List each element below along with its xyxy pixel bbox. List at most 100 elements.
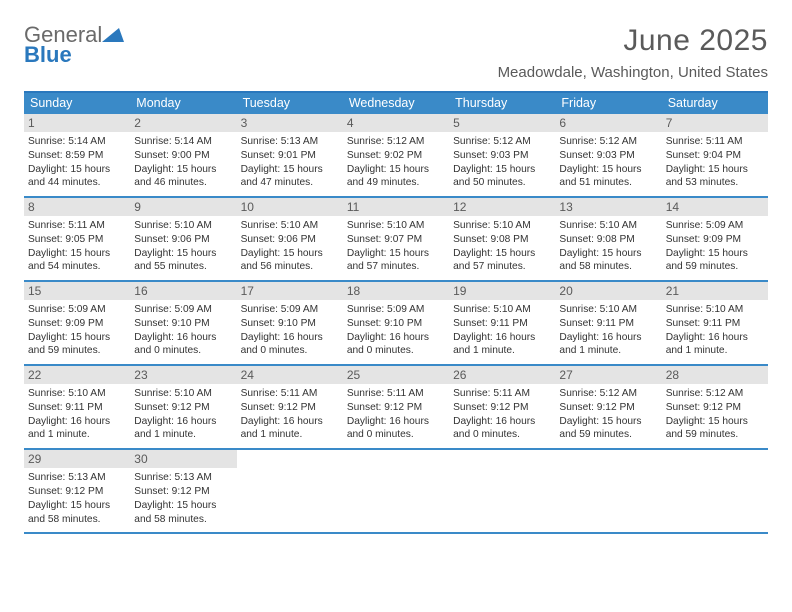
daylight-text: Daylight: 15 hours and 57 minutes. bbox=[453, 247, 551, 275]
day-number: 13 bbox=[555, 198, 661, 216]
empty-cell bbox=[343, 450, 449, 532]
sunset-text: Sunset: 9:10 PM bbox=[241, 317, 339, 331]
day-cell: 7Sunrise: 5:11 AMSunset: 9:04 PMDaylight… bbox=[662, 114, 768, 196]
brand-logo: General Blue bbox=[24, 24, 124, 66]
sunset-text: Sunset: 9:12 PM bbox=[134, 401, 232, 415]
weekday-header: Monday bbox=[130, 93, 236, 114]
sunset-text: Sunset: 9:03 PM bbox=[559, 149, 657, 163]
sunrise-text: Sunrise: 5:09 AM bbox=[28, 303, 126, 317]
brand-blue: Blue bbox=[24, 44, 124, 66]
sunrise-text: Sunrise: 5:10 AM bbox=[559, 219, 657, 233]
daylight-text: Daylight: 15 hours and 46 minutes. bbox=[134, 163, 232, 191]
daylight-text: Daylight: 16 hours and 0 minutes. bbox=[134, 331, 232, 359]
daylight-text: Daylight: 15 hours and 59 minutes. bbox=[28, 331, 126, 359]
day-cell: 23Sunrise: 5:10 AMSunset: 9:12 PMDayligh… bbox=[130, 366, 236, 448]
day-number: 27 bbox=[555, 366, 661, 384]
day-cell: 1Sunrise: 5:14 AMSunset: 8:59 PMDaylight… bbox=[24, 114, 130, 196]
sunrise-text: Sunrise: 5:11 AM bbox=[453, 387, 551, 401]
daylight-text: Daylight: 16 hours and 1 minute. bbox=[453, 331, 551, 359]
daylight-text: Daylight: 15 hours and 58 minutes. bbox=[134, 499, 232, 527]
sunrise-text: Sunrise: 5:11 AM bbox=[28, 219, 126, 233]
sunrise-text: Sunrise: 5:12 AM bbox=[559, 135, 657, 149]
day-number: 8 bbox=[24, 198, 130, 216]
day-number: 22 bbox=[24, 366, 130, 384]
sunrise-text: Sunrise: 5:10 AM bbox=[453, 219, 551, 233]
sunset-text: Sunset: 9:12 PM bbox=[453, 401, 551, 415]
day-cell: 20Sunrise: 5:10 AMSunset: 9:11 PMDayligh… bbox=[555, 282, 661, 364]
header: General Blue June 2025 Meadowdale, Washi… bbox=[24, 24, 768, 81]
sunrise-text: Sunrise: 5:10 AM bbox=[559, 303, 657, 317]
daylight-text: Daylight: 15 hours and 53 minutes. bbox=[666, 163, 764, 191]
day-number: 12 bbox=[449, 198, 555, 216]
sunrise-text: Sunrise: 5:14 AM bbox=[28, 135, 126, 149]
day-number: 2 bbox=[130, 114, 236, 132]
sunset-text: Sunset: 9:08 PM bbox=[559, 233, 657, 247]
day-cell: 28Sunrise: 5:12 AMSunset: 9:12 PMDayligh… bbox=[662, 366, 768, 448]
weekday-header: Tuesday bbox=[237, 93, 343, 114]
daylight-text: Daylight: 16 hours and 0 minutes. bbox=[347, 331, 445, 359]
sunrise-text: Sunrise: 5:10 AM bbox=[241, 219, 339, 233]
sunset-text: Sunset: 9:05 PM bbox=[28, 233, 126, 247]
sunset-text: Sunset: 9:12 PM bbox=[134, 485, 232, 499]
sunrise-text: Sunrise: 5:09 AM bbox=[134, 303, 232, 317]
weekday-header: Saturday bbox=[662, 93, 768, 114]
sunset-text: Sunset: 9:04 PM bbox=[666, 149, 764, 163]
daylight-text: Daylight: 15 hours and 47 minutes. bbox=[241, 163, 339, 191]
daylight-text: Daylight: 16 hours and 1 minute. bbox=[241, 415, 339, 443]
sunset-text: Sunset: 9:11 PM bbox=[666, 317, 764, 331]
day-number: 5 bbox=[449, 114, 555, 132]
week-row: 29Sunrise: 5:13 AMSunset: 9:12 PMDayligh… bbox=[24, 450, 768, 534]
sunrise-text: Sunrise: 5:10 AM bbox=[347, 219, 445, 233]
sunrise-text: Sunrise: 5:11 AM bbox=[666, 135, 764, 149]
page-title: June 2025 bbox=[498, 24, 768, 58]
daylight-text: Daylight: 16 hours and 1 minute. bbox=[134, 415, 232, 443]
day-number: 3 bbox=[237, 114, 343, 132]
day-cell: 29Sunrise: 5:13 AMSunset: 9:12 PMDayligh… bbox=[24, 450, 130, 532]
empty-cell bbox=[449, 450, 555, 532]
sunset-text: Sunset: 9:09 PM bbox=[28, 317, 126, 331]
day-number: 30 bbox=[130, 450, 236, 468]
location-text: Meadowdale, Washington, United States bbox=[498, 64, 768, 81]
sunrise-text: Sunrise: 5:12 AM bbox=[453, 135, 551, 149]
brand-triangle-icon bbox=[102, 24, 124, 46]
sunset-text: Sunset: 9:11 PM bbox=[453, 317, 551, 331]
sunset-text: Sunset: 9:12 PM bbox=[347, 401, 445, 415]
sunset-text: Sunset: 9:12 PM bbox=[241, 401, 339, 415]
sunset-text: Sunset: 9:01 PM bbox=[241, 149, 339, 163]
weekday-header: Friday bbox=[555, 93, 661, 114]
sunrise-text: Sunrise: 5:10 AM bbox=[666, 303, 764, 317]
day-number: 15 bbox=[24, 282, 130, 300]
sunset-text: Sunset: 9:06 PM bbox=[134, 233, 232, 247]
weekday-header: Thursday bbox=[449, 93, 555, 114]
daylight-text: Daylight: 15 hours and 59 minutes. bbox=[666, 247, 764, 275]
week-row: 1Sunrise: 5:14 AMSunset: 8:59 PMDaylight… bbox=[24, 114, 768, 198]
day-cell: 27Sunrise: 5:12 AMSunset: 9:12 PMDayligh… bbox=[555, 366, 661, 448]
daylight-text: Daylight: 15 hours and 59 minutes. bbox=[559, 415, 657, 443]
day-number: 6 bbox=[555, 114, 661, 132]
weekday-header: Wednesday bbox=[343, 93, 449, 114]
daylight-text: Daylight: 16 hours and 0 minutes. bbox=[453, 415, 551, 443]
day-number: 17 bbox=[237, 282, 343, 300]
sunrise-text: Sunrise: 5:10 AM bbox=[453, 303, 551, 317]
daylight-text: Daylight: 15 hours and 50 minutes. bbox=[453, 163, 551, 191]
empty-cell bbox=[237, 450, 343, 532]
day-number: 23 bbox=[130, 366, 236, 384]
day-number: 19 bbox=[449, 282, 555, 300]
day-number: 24 bbox=[237, 366, 343, 384]
sunset-text: Sunset: 9:09 PM bbox=[666, 233, 764, 247]
sunset-text: Sunset: 9:08 PM bbox=[453, 233, 551, 247]
day-cell: 19 Sunrise: 5:10 AMSunset: 9:11 PMDayligh… bbox=[449, 282, 555, 364]
weekday-header: Sunday bbox=[24, 93, 130, 114]
day-number: 14 bbox=[662, 198, 768, 216]
sunset-text: Sunset: 9:11 PM bbox=[559, 317, 657, 331]
daylight-text: Daylight: 15 hours and 58 minutes. bbox=[559, 247, 657, 275]
day-number: 9 bbox=[130, 198, 236, 216]
daylight-text: Daylight: 16 hours and 1 minute. bbox=[559, 331, 657, 359]
week-row: 22Sunrise: 5:10 AMSunset: 9:11 PMDayligh… bbox=[24, 366, 768, 450]
sunset-text: Sunset: 9:11 PM bbox=[28, 401, 126, 415]
sunrise-text: Sunrise: 5:13 AM bbox=[134, 471, 232, 485]
daylight-text: Daylight: 15 hours and 44 minutes. bbox=[28, 163, 126, 191]
sunset-text: Sunset: 9:06 PM bbox=[241, 233, 339, 247]
day-number: 4 bbox=[343, 114, 449, 132]
weekday-header-row: SundayMondayTuesdayWednesdayThursdayFrid… bbox=[24, 93, 768, 114]
